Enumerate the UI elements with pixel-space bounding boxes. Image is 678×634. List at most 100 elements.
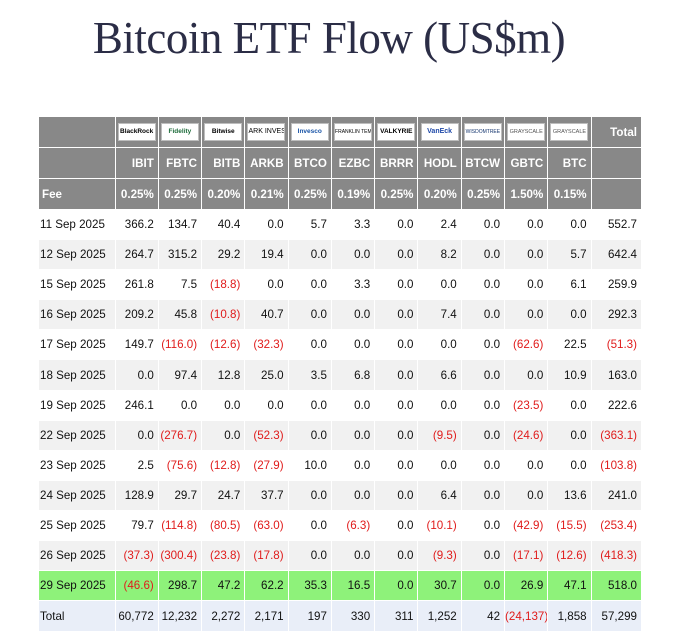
flow-cell: 0.0 [330,389,376,421]
table-row: 22 Sep 2025 0.0 (276.7) 0.0 (52.3) 0.0 0.0 0.0(… [38,419,643,451]
row-total-cell: (363.1) [590,419,643,451]
row-date: 15 Sep 2025 [38,269,116,301]
flow-cell: 0.0 [244,269,289,301]
fund-total-cell: 197 [287,600,332,633]
flow-cell: 0.0 [374,208,419,241]
ticker-header: ARKB [244,147,289,179]
flow-cell: (63.0) [244,509,289,542]
flow-cell: 0.0 [287,239,332,271]
flow-cell: (46.6) [114,570,159,602]
fund-total-cell: 60,772 [114,600,159,633]
grayscale-logo: GRAYSCALE [507,123,546,141]
flow-cell: 0.0 [374,419,419,451]
page-title: Bitcoin ETF Flow (US$m) [92,13,566,63]
flow-cell: 0.0 [374,509,419,542]
flow-cell: 0.0 [417,389,462,421]
flow-cell: 0.0 [287,389,332,421]
flow-cell: (10.1) [417,509,462,542]
flow-cell: (23.5) [504,389,549,421]
flow-cell: 24.7 [201,479,246,511]
flow-cell: (62.6) [504,329,549,361]
flow-cell: 0.0 [460,389,506,421]
etf-flow-table: BlackRock Fidelity Bitwise ARK INVEST In… [38,116,643,633]
flow-cell: (9.3) [417,540,462,572]
flow-cell: (23.8) [201,540,246,572]
flow-cell: 261.8 [114,269,159,301]
table-row: 16 Sep 2025 209.2 45.8 (10.8) 40.7 0.0 0.0 0.0 7… [38,299,643,331]
flow-cell: 0.0 [547,299,592,331]
flow-cell: 0.0 [374,479,419,511]
flow-cell: 0.0 [157,389,203,421]
flow-cell: 3.3 [330,208,376,241]
ticker-header: BRRR [374,147,419,179]
flow-cell: 0.0 [201,389,246,421]
fund-total-cell: 2,272 [201,600,246,633]
flow-cell: 0.0 [460,329,506,361]
flow-cell: 3.3 [330,269,376,301]
flow-cell: 315.2 [157,239,203,271]
flow-cell: 0.0 [460,509,506,542]
flow-cell: 0.0 [460,299,506,331]
table-row: 11 Sep 2025 366.2 134.7 40.4 0.0 5.7 3.3 0.0 2.4… [38,208,643,241]
flow-cell: 0.0 [460,540,506,572]
flow-cell: 62.2 [244,570,289,602]
flow-cell: 22.5 [547,329,592,361]
flow-cell: 13.6 [547,479,592,511]
flow-cell: 0.0 [287,269,332,301]
flow-cell: 0.0 [287,419,332,451]
flow-cell: 6.1 [547,269,592,301]
fee-cell: 0.25% [374,178,419,210]
flow-cell: 0.0 [374,449,419,481]
flow-cell: 29.2 [201,239,246,271]
fee-cell: 0.19% [330,178,376,210]
grand-total-cell: 57,299 [590,600,643,633]
flow-cell: 0.0 [504,299,549,331]
row-date: 19 Sep 2025 [38,389,116,421]
flow-cell: 0.0 [287,479,332,511]
row-date: 18 Sep 2025 [38,359,116,391]
ticker-header: EZBC [330,147,376,179]
row-total-cell: (418.3) [590,540,643,572]
flow-cell: (52.3) [244,419,289,451]
flow-cell: 209.2 [114,299,159,331]
ticker-header: BTCW [460,147,506,179]
fund-total-cell: 42 [460,600,506,633]
ticker-header: FBTC [157,147,203,179]
franklin-templeton-logo: FRANKLIN TEMPLETON [334,123,373,141]
fund-total-cell: 330 [330,600,376,633]
row-date: 11 Sep 2025 [38,208,116,241]
row-total-cell: 241.0 [590,479,643,511]
flow-cell: 6.6 [417,359,462,391]
flow-cell: 45.8 [157,299,203,331]
row-date: 29 Sep 2025 [38,570,116,602]
flow-cell: (75.6) [157,449,203,481]
flow-cell: 0.0 [547,419,592,451]
flow-cell: 6.4 [417,479,462,511]
flow-cell: (116.0) [157,329,203,361]
flow-cell: 0.0 [114,359,159,391]
total-label: Total [38,600,116,633]
row-date: 26 Sep 2025 [38,540,116,572]
grayscale-mini-logo: GRAYSCALE [550,123,589,141]
flow-cell: 0.0 [330,299,376,331]
flow-cell: 0.0 [287,299,332,331]
flow-cell: 0.0 [287,540,332,572]
flow-cell: 0.0 [287,509,332,542]
table-row: 29 Sep 2025 (46.6) 298.7 47.2 62.2 35.3 16.5 0.… [38,570,643,602]
fee-cell: 0.25% [460,178,506,210]
flow-cell: 366.2 [114,208,159,241]
fee-cell: 0.25% [157,178,203,210]
blackrock-logo: BlackRock [117,123,156,141]
flow-cell: 0.0 [417,329,462,361]
fee-row: Fee 0.25% 0.25% 0.20% 0.21% 0.25% 0.19% 0.25% 0… [38,178,643,210]
ticker-header: GBTC [504,147,549,179]
flow-cell: 0.0 [374,239,419,271]
flow-cell: 79.7 [114,509,159,542]
flow-cell: 0.0 [244,389,289,421]
flow-cell: 12.8 [201,359,246,391]
flow-cell: 0.0 [374,329,419,361]
flow-cell: 7.4 [417,299,462,331]
table-row: 25 Sep 2025 79.7 (114.8) (80.5) (63.0) 0.0 (6.… [38,509,643,542]
flow-cell: 6.8 [330,359,376,391]
flow-cell: 0.0 [287,329,332,361]
